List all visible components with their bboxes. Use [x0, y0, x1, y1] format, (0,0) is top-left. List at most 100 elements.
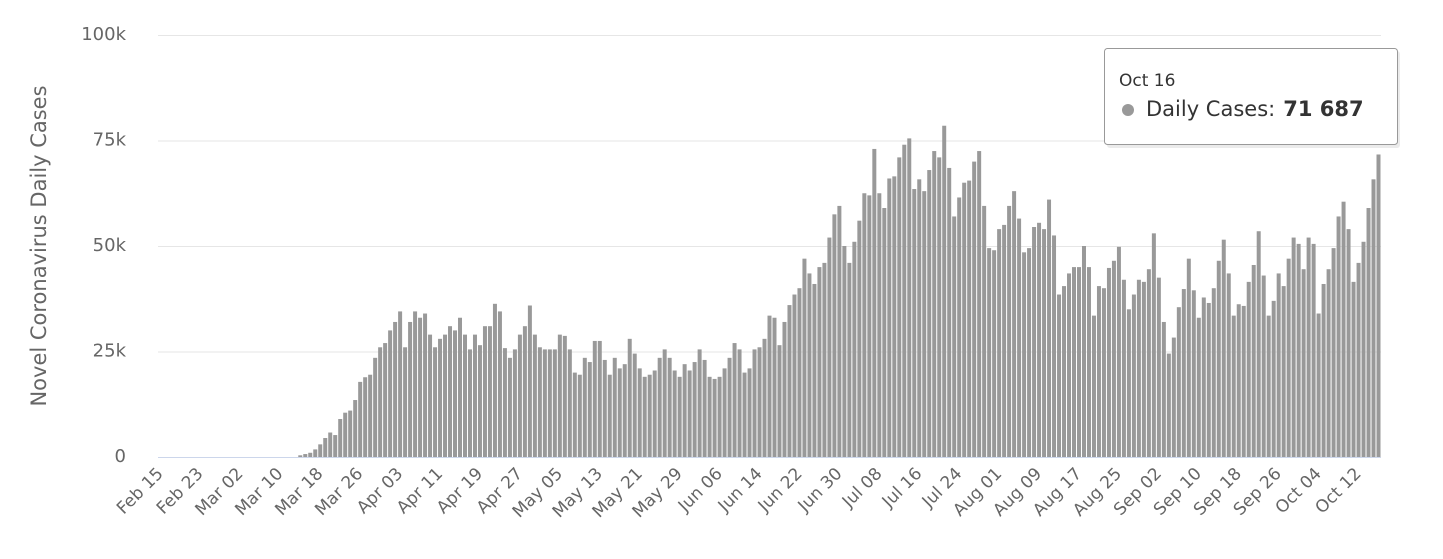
bar — [587, 362, 592, 457]
bar — [398, 311, 403, 457]
bar — [897, 157, 902, 457]
bar — [482, 326, 487, 457]
bar — [722, 368, 727, 457]
bar — [487, 326, 492, 457]
bar — [463, 334, 467, 457]
bar — [467, 349, 472, 457]
bar — [418, 317, 423, 457]
bar — [622, 364, 627, 457]
bar — [328, 432, 333, 457]
bar — [632, 353, 637, 457]
bars — [298, 125, 1381, 458]
bar — [857, 220, 862, 457]
tooltip: Oct 16 Daily Cases: 71 687 — [1104, 48, 1400, 148]
bar — [1266, 315, 1271, 457]
bar — [1086, 267, 1091, 457]
bar — [1316, 313, 1321, 457]
bar — [712, 378, 717, 457]
bar — [667, 357, 672, 457]
bar — [917, 179, 922, 457]
bar — [383, 343, 388, 457]
bar — [348, 410, 353, 457]
bar — [458, 317, 463, 457]
y-axis-title: Novel Coronavirus Daily Cases — [27, 85, 51, 406]
bar — [448, 326, 453, 457]
bar — [497, 311, 502, 457]
bar — [817, 267, 822, 457]
bar — [318, 444, 323, 457]
bar — [378, 347, 383, 457]
bar — [847, 262, 852, 457]
bar — [1376, 154, 1381, 457]
bar — [368, 374, 373, 457]
bar — [443, 334, 448, 457]
bar — [707, 376, 712, 457]
x-tick-label: Jun 14 — [714, 464, 767, 517]
bar — [757, 347, 762, 457]
bar — [1186, 258, 1191, 457]
bar — [338, 419, 343, 457]
bar — [1306, 237, 1311, 457]
bar — [1007, 205, 1012, 457]
bar — [597, 340, 602, 457]
bar — [1341, 201, 1346, 457]
bar — [303, 454, 308, 457]
bar — [727, 357, 732, 457]
x-tick-label: Oct 12 — [1312, 464, 1366, 518]
bar — [572, 372, 577, 457]
bar — [313, 449, 318, 457]
bar — [717, 376, 722, 457]
tooltip-title: Oct 16 — [1119, 71, 1175, 91]
bar — [772, 317, 777, 457]
bar — [1017, 218, 1022, 457]
x-tick-label: Jul 08 — [838, 464, 886, 512]
bar — [502, 348, 507, 457]
bar — [652, 370, 657, 457]
bar — [308, 452, 313, 457]
bar — [298, 455, 303, 457]
bar — [1236, 304, 1241, 457]
bar — [782, 321, 787, 457]
bar — [1301, 269, 1306, 457]
bar — [1241, 305, 1246, 457]
bar — [1131, 294, 1136, 457]
bar — [547, 349, 552, 457]
bar — [557, 334, 562, 457]
bar — [1221, 239, 1226, 457]
bar — [967, 180, 972, 457]
bar — [752, 349, 757, 457]
bar — [423, 313, 428, 457]
y-tick-label: 25k — [93, 341, 127, 362]
bar — [1331, 248, 1336, 457]
bar — [797, 288, 802, 457]
bar — [1141, 281, 1146, 457]
bar — [577, 374, 582, 457]
bar — [512, 349, 517, 457]
bar — [977, 151, 982, 458]
bar — [802, 258, 807, 457]
bar — [1321, 283, 1326, 457]
bar — [952, 216, 957, 457]
bar — [867, 195, 872, 458]
bar — [453, 330, 458, 457]
bar — [1156, 277, 1161, 457]
bar — [1246, 281, 1251, 457]
bar — [742, 372, 747, 457]
bar — [373, 357, 378, 457]
bar — [927, 170, 932, 458]
bar — [1116, 246, 1121, 457]
bar — [1062, 286, 1067, 457]
bar — [388, 330, 393, 457]
bar — [1356, 262, 1361, 457]
bar — [777, 345, 782, 457]
bar — [562, 335, 567, 457]
bar — [827, 237, 832, 457]
bar — [428, 334, 433, 457]
bar — [747, 368, 752, 457]
bar — [922, 191, 927, 457]
bar — [732, 343, 737, 457]
bar — [1151, 233, 1156, 457]
bar — [1371, 179, 1376, 457]
bar — [477, 345, 482, 457]
bar — [343, 412, 348, 457]
